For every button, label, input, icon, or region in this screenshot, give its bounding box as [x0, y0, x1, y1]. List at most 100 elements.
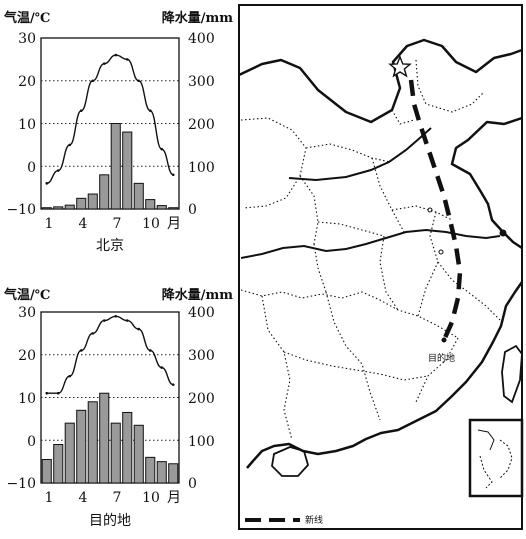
temp-point	[160, 147, 164, 151]
temp-tick: 20	[18, 74, 36, 90]
precip-bar	[53, 444, 64, 484]
precip-bar	[168, 207, 179, 210]
precip-bar	[76, 409, 87, 484]
month-tick: 7	[113, 216, 122, 232]
month-tick: 1	[45, 216, 54, 232]
temp-axis-title: 气温/℃	[4, 10, 50, 26]
precip-tick: 100	[188, 160, 215, 176]
precip-axis-title: 降水量/mm	[162, 10, 234, 26]
temp-point	[45, 391, 49, 395]
precip-tick: 300	[188, 74, 215, 90]
south-china-sea-inset	[468, 418, 524, 498]
temp-point	[160, 366, 164, 369]
precip-bar	[145, 456, 156, 484]
temp-point	[56, 169, 60, 172]
temp-point	[125, 319, 129, 322]
yellow-river	[288, 127, 432, 182]
temp-point	[102, 62, 106, 65]
precip-bars	[41, 392, 179, 484]
temp-tick: 10	[18, 391, 36, 407]
precip-tick: 400	[188, 305, 215, 321]
grid-lines	[41, 80, 179, 167]
temp-point	[91, 79, 95, 83]
temp-tick: 0	[27, 160, 36, 176]
temp-line	[45, 314, 175, 395]
precip-tick: 0	[188, 476, 197, 492]
route-map: 目的地 新线	[238, 4, 524, 530]
month-unit: 月	[167, 490, 181, 506]
month-ticks: 1 4 7 10 月	[45, 216, 181, 232]
coastline	[238, 38, 524, 469]
temp-tick: 30	[18, 31, 36, 47]
precip-bar	[122, 411, 133, 484]
precip-bar	[99, 174, 110, 210]
temp-point	[68, 143, 72, 147]
precip-tick: 0	[188, 202, 197, 218]
chart-caption: 目的地	[89, 513, 131, 529]
precip-ticks: 400 300 200 100 0	[188, 31, 215, 218]
precip-tick: 100	[188, 434, 215, 450]
month-tick: 4	[79, 216, 88, 232]
precip-tick: 200	[188, 391, 215, 407]
month-tick: 10	[142, 490, 160, 506]
climate-chart-beijing: 气温/℃ 降水量/mm 30 20 10 0 −10 400 300 200 1…	[4, 10, 233, 254]
yangtze-river	[240, 228, 501, 259]
precip-bar	[145, 199, 156, 210]
temp-point	[114, 53, 118, 57]
month-unit: 月	[167, 216, 181, 232]
precip-bar	[87, 401, 98, 484]
precip-ticks: 400 300 200 100 0	[188, 305, 215, 492]
map-frame	[238, 4, 523, 530]
precip-axis-title: 降水量/mm	[162, 287, 234, 303]
temp-tick: 0	[27, 434, 36, 450]
temp-point	[125, 58, 129, 61]
precip-bar	[156, 205, 167, 210]
hainan-island	[271, 446, 310, 477]
temp-curve	[46, 54, 174, 185]
temp-point	[102, 319, 106, 322]
precip-bar	[110, 123, 121, 210]
city-dot	[427, 207, 433, 213]
city-dot	[438, 249, 444, 255]
precip-bar	[64, 204, 75, 210]
chart-caption: 北京	[96, 238, 124, 254]
temp-ticks: 30 20 10 0 −10	[6, 31, 36, 218]
temp-ticks: 30 20 10 0 −10	[6, 305, 36, 492]
precip-bar	[76, 197, 87, 210]
precip-bar	[41, 207, 52, 210]
precip-bars	[41, 123, 179, 210]
temp-point	[171, 383, 175, 386]
temp-point	[79, 109, 83, 112]
capital-star-icon	[388, 55, 412, 78]
month-tick: 7	[113, 490, 122, 506]
temp-axis-title: 气温/℃	[4, 287, 50, 303]
temp-tick: 30	[18, 305, 36, 321]
temp-point	[45, 182, 49, 185]
temp-tick: 20	[18, 348, 36, 364]
province-boundaries	[240, 59, 501, 441]
temp-tick: −10	[6, 202, 36, 218]
temp-point	[56, 391, 60, 395]
month-tick: 10	[142, 216, 160, 232]
temp-point	[148, 349, 152, 352]
month-ticks: 1 4 7 10 月	[45, 490, 181, 506]
map-legend: 新线	[245, 514, 323, 526]
temp-point	[137, 79, 141, 83]
precip-bar	[156, 461, 167, 484]
precip-bar	[133, 182, 144, 210]
destination-dot	[441, 337, 447, 343]
taiwan-island	[501, 344, 523, 404]
precip-bar	[168, 463, 179, 484]
temp-point	[137, 327, 141, 331]
precip-bar	[110, 422, 121, 484]
temp-line	[45, 53, 175, 185]
new-railway-route	[408, 79, 463, 341]
destination-label: 目的地	[428, 352, 455, 364]
city-dot	[499, 229, 507, 237]
temp-curve	[46, 315, 174, 394]
precip-bar	[99, 392, 110, 484]
temp-point	[114, 314, 118, 318]
precip-bar	[87, 193, 98, 210]
